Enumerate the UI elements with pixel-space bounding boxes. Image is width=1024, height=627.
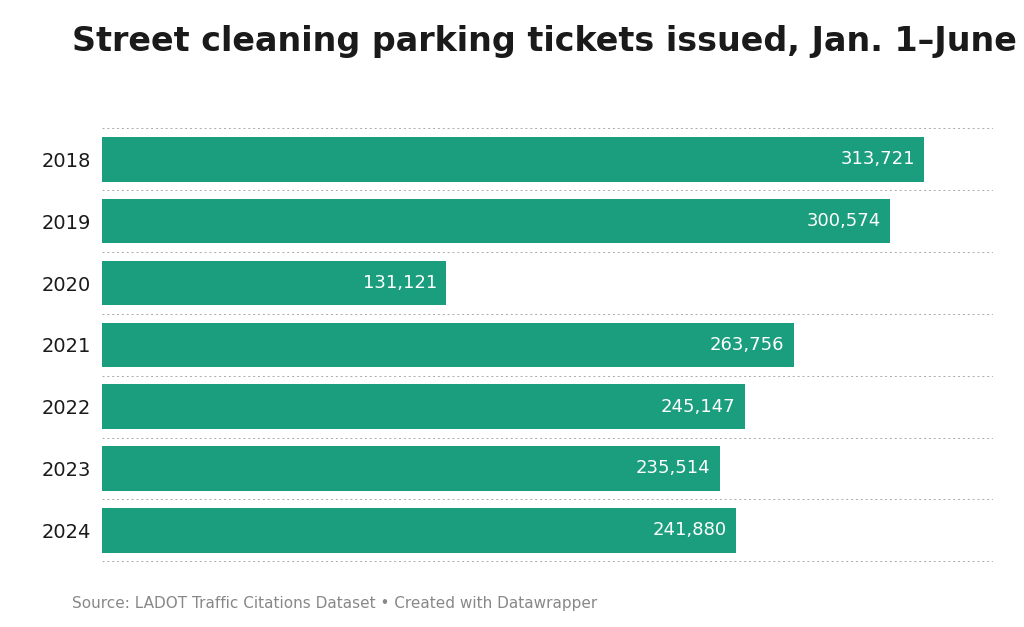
Bar	[102, 261, 446, 305]
Text: 300,574: 300,574	[807, 212, 881, 230]
Bar	[102, 446, 720, 491]
Bar	[102, 323, 794, 367]
Bar	[102, 508, 736, 552]
Text: 245,147: 245,147	[660, 398, 735, 416]
Bar	[102, 137, 925, 182]
Bar	[102, 384, 744, 429]
Text: Street cleaning parking tickets issued, Jan. 1–June 30: Street cleaning parking tickets issued, …	[72, 25, 1024, 58]
Bar	[102, 199, 890, 243]
Text: 263,756: 263,756	[710, 336, 784, 354]
Text: 235,514: 235,514	[636, 460, 711, 478]
Text: 313,721: 313,721	[841, 150, 915, 169]
Text: Source: LADOT Traffic Citations Dataset • Created with Datawrapper: Source: LADOT Traffic Citations Dataset …	[72, 596, 597, 611]
Text: 131,121: 131,121	[362, 274, 437, 292]
Text: 241,880: 241,880	[653, 521, 727, 539]
